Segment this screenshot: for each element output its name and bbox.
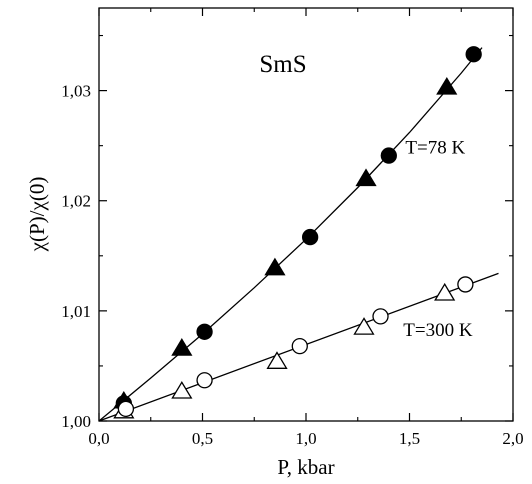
x-tick-label: 1,0 [295, 429, 316, 448]
data-point-filled-triangle [264, 257, 286, 276]
fit-curves [98, 47, 499, 422]
data-point-open-circle [291, 337, 308, 355]
x-tick-label: 0,0 [88, 429, 109, 448]
data-point-open-triangle [434, 282, 456, 301]
x-tick-label: 2,0 [502, 429, 523, 448]
data-point-open-triangle [171, 381, 193, 399]
data-point-open-circle [372, 308, 389, 325]
data-markers [113, 46, 482, 419]
fit-curve [98, 47, 483, 422]
y-tick-label: 1,02 [61, 192, 91, 211]
x-tick-label: 0,5 [192, 429, 213, 448]
data-point-filled-circle [465, 46, 482, 63]
data-point-filled-triangle [171, 338, 193, 356]
data-point-filled-triangle [436, 77, 458, 95]
annotation-t78: T=78 K [405, 137, 465, 158]
tick-labels: 0,0 0,5 1,0 1,5 2,0 1,00 1,01 1,02 1,03 [61, 82, 523, 448]
x-axis-label: P, kbar [277, 455, 334, 479]
data-point-open-circle [117, 400, 135, 418]
data-point-filled-circle [196, 323, 213, 340]
y-tick-label: 1,01 [61, 302, 91, 321]
x-tick-label: 1,5 [399, 429, 420, 448]
data-point-open-circle [457, 276, 474, 293]
data-point-filled-circle [301, 228, 319, 246]
data-point-open-circle [196, 372, 213, 389]
data-point-filled-circle [380, 147, 397, 164]
annotation-t300: T=300 K [403, 320, 473, 341]
chart-title: SmS [259, 51, 306, 78]
data-point-filled-triangle [355, 168, 377, 187]
axis-ticks [98, 8, 514, 422]
y-axis-label: χ(P)/χ(0) [25, 177, 49, 253]
data-point-open-triangle [353, 317, 375, 335]
y-tick-label: 1,00 [61, 412, 91, 431]
y-tick-label: 1,03 [61, 82, 91, 101]
data-point-open-triangle [266, 351, 288, 369]
